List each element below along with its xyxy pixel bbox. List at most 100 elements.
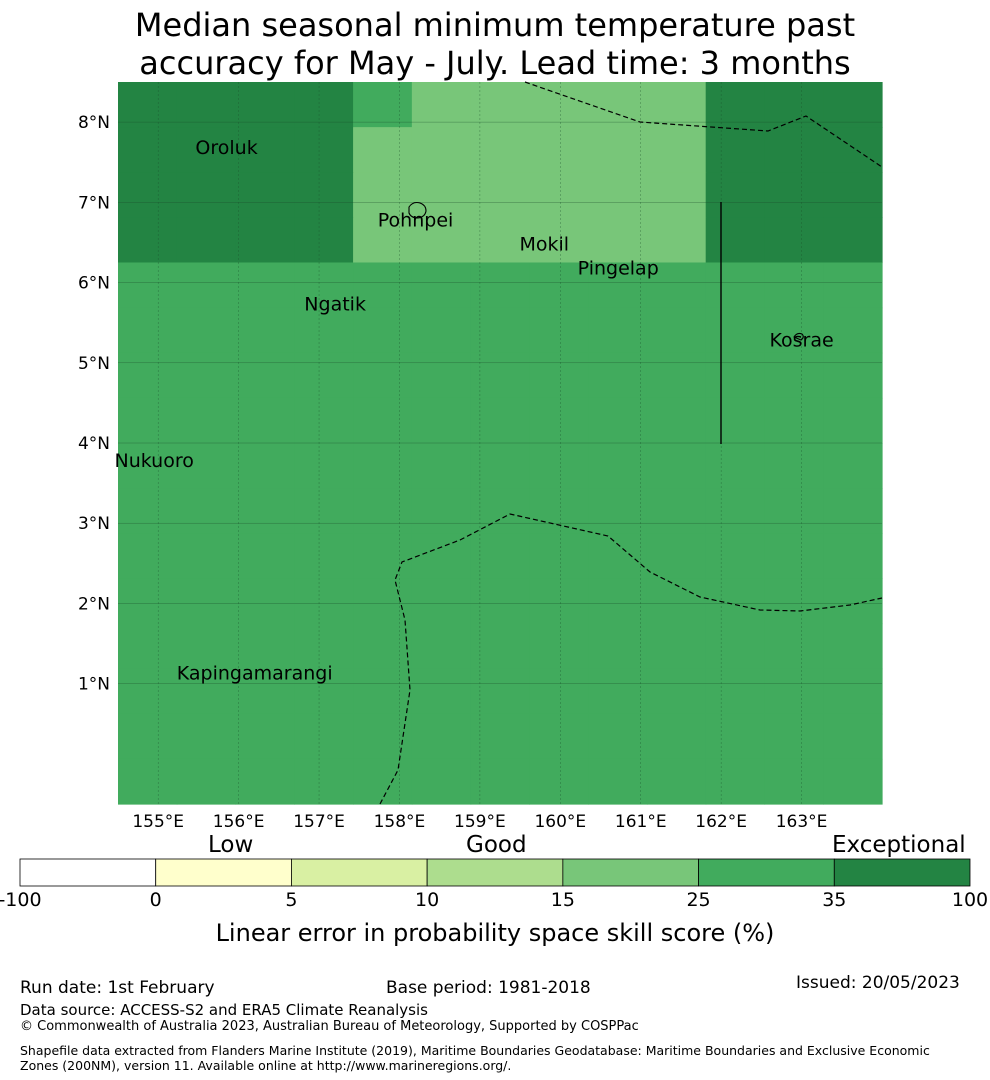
skill-cell bbox=[823, 262, 883, 309]
skill-cell bbox=[176, 82, 237, 128]
skill-cell bbox=[118, 533, 178, 579]
skill-cell bbox=[118, 443, 178, 489]
skill-cell bbox=[764, 397, 824, 444]
eez-boundary-south bbox=[379, 513, 883, 805]
skill-cell bbox=[294, 758, 354, 805]
skill-cell bbox=[411, 82, 472, 128]
skill-cell bbox=[529, 172, 589, 218]
skill-cell bbox=[176, 578, 237, 625]
colorbar-segment bbox=[698, 858, 835, 887]
run-date: Run date: 1st February bbox=[20, 978, 215, 998]
colorbar bbox=[19, 858, 971, 887]
skill-cell bbox=[411, 623, 472, 670]
y-tick-label: 8°N bbox=[78, 113, 110, 133]
title-line-1: Median seasonal minimum temperature past bbox=[134, 6, 856, 44]
skill-cell bbox=[235, 488, 295, 534]
skill-cell bbox=[705, 758, 766, 805]
y-tick-label: 4°N bbox=[78, 434, 110, 454]
skill-cell bbox=[353, 217, 413, 264]
skill-cell bbox=[646, 578, 707, 625]
skill-cell bbox=[294, 262, 354, 309]
skill-cell bbox=[118, 82, 178, 128]
skill-cell bbox=[646, 623, 707, 670]
skill-cell bbox=[294, 127, 354, 173]
skill-cell bbox=[294, 443, 354, 489]
place-label: Nukuoro bbox=[115, 450, 194, 472]
skill-cell bbox=[705, 578, 766, 625]
skill-cell bbox=[705, 443, 766, 489]
skill-cell bbox=[764, 758, 824, 805]
skill-cell bbox=[411, 172, 472, 218]
skill-cell bbox=[294, 352, 354, 399]
skill-cell bbox=[235, 262, 295, 309]
y-tick-label: 3°N bbox=[78, 514, 110, 534]
skill-cell bbox=[353, 668, 413, 715]
skill-cell bbox=[294, 82, 354, 128]
skill-cell bbox=[646, 668, 707, 715]
skill-cell bbox=[353, 488, 413, 534]
skill-cell bbox=[529, 578, 589, 625]
skill-cell bbox=[823, 533, 883, 579]
skill-cell bbox=[470, 262, 530, 309]
skill-cell bbox=[764, 488, 824, 534]
skill-cell bbox=[411, 443, 472, 489]
skill-cell bbox=[176, 307, 237, 354]
skill-cell bbox=[118, 488, 178, 534]
skill-cell bbox=[588, 623, 648, 670]
base-period: Base period: 1981-2018 bbox=[386, 978, 591, 998]
skill-cell bbox=[705, 217, 766, 264]
colorbar-tick-label: 10 bbox=[415, 889, 440, 911]
skill-cell bbox=[764, 578, 824, 625]
skill-cell bbox=[294, 172, 354, 218]
skill-cell bbox=[529, 217, 589, 264]
skill-cell bbox=[588, 668, 648, 715]
skill-cell bbox=[294, 623, 354, 670]
skill-cell bbox=[646, 262, 707, 309]
legend-low: Low bbox=[208, 832, 254, 858]
skill-cell bbox=[411, 262, 472, 309]
graticule bbox=[118, 82, 882, 804]
skill-cell bbox=[529, 713, 589, 760]
skill-cell bbox=[705, 127, 766, 173]
x-tick-label: 163°E bbox=[776, 812, 828, 832]
skill-cell bbox=[235, 623, 295, 670]
skill-cell bbox=[411, 127, 472, 173]
skill-cell bbox=[588, 758, 648, 805]
x-tick-label: 156°E bbox=[213, 812, 265, 832]
skill-cell bbox=[588, 307, 648, 354]
skill-cell bbox=[470, 623, 530, 670]
skill-cell bbox=[470, 352, 530, 399]
skill-cell bbox=[823, 172, 883, 218]
skill-cell bbox=[235, 217, 295, 264]
skill-cell bbox=[646, 713, 707, 760]
skill-cell bbox=[588, 397, 648, 444]
colorbar-tick-label: 35 bbox=[822, 889, 847, 911]
x-tick-label: 158°E bbox=[374, 812, 426, 832]
skill-cell bbox=[823, 578, 883, 625]
y-tick-label: 6°N bbox=[78, 274, 110, 294]
skill-cell bbox=[353, 578, 413, 625]
skill-cell bbox=[470, 172, 530, 218]
place-label: Mokil bbox=[519, 233, 569, 255]
skill-cell bbox=[470, 668, 530, 715]
skill-grid bbox=[118, 82, 883, 805]
skill-cell bbox=[353, 352, 413, 399]
colorbar-tick-label: 0 bbox=[149, 889, 162, 911]
place-label: Pohnpei bbox=[378, 209, 454, 231]
skill-cell bbox=[118, 307, 178, 354]
colorbar-tick-label: -100 bbox=[0, 889, 42, 911]
colorbar-segment bbox=[19, 858, 157, 887]
skill-cell bbox=[470, 397, 530, 444]
skill-cell bbox=[823, 397, 883, 444]
skill-cell bbox=[588, 533, 648, 579]
skill-cell bbox=[353, 443, 413, 489]
skill-cell bbox=[176, 397, 237, 444]
skill-cell bbox=[823, 443, 883, 489]
colorbar-tick-label: 100 bbox=[951, 889, 989, 911]
eez-boundaries bbox=[379, 81, 883, 805]
colorbar-tick-label: 25 bbox=[686, 889, 711, 911]
y-tick-label: 2°N bbox=[78, 594, 110, 614]
x-tick-label: 155°E bbox=[132, 812, 184, 832]
x-tick-label: 162°E bbox=[695, 812, 747, 832]
